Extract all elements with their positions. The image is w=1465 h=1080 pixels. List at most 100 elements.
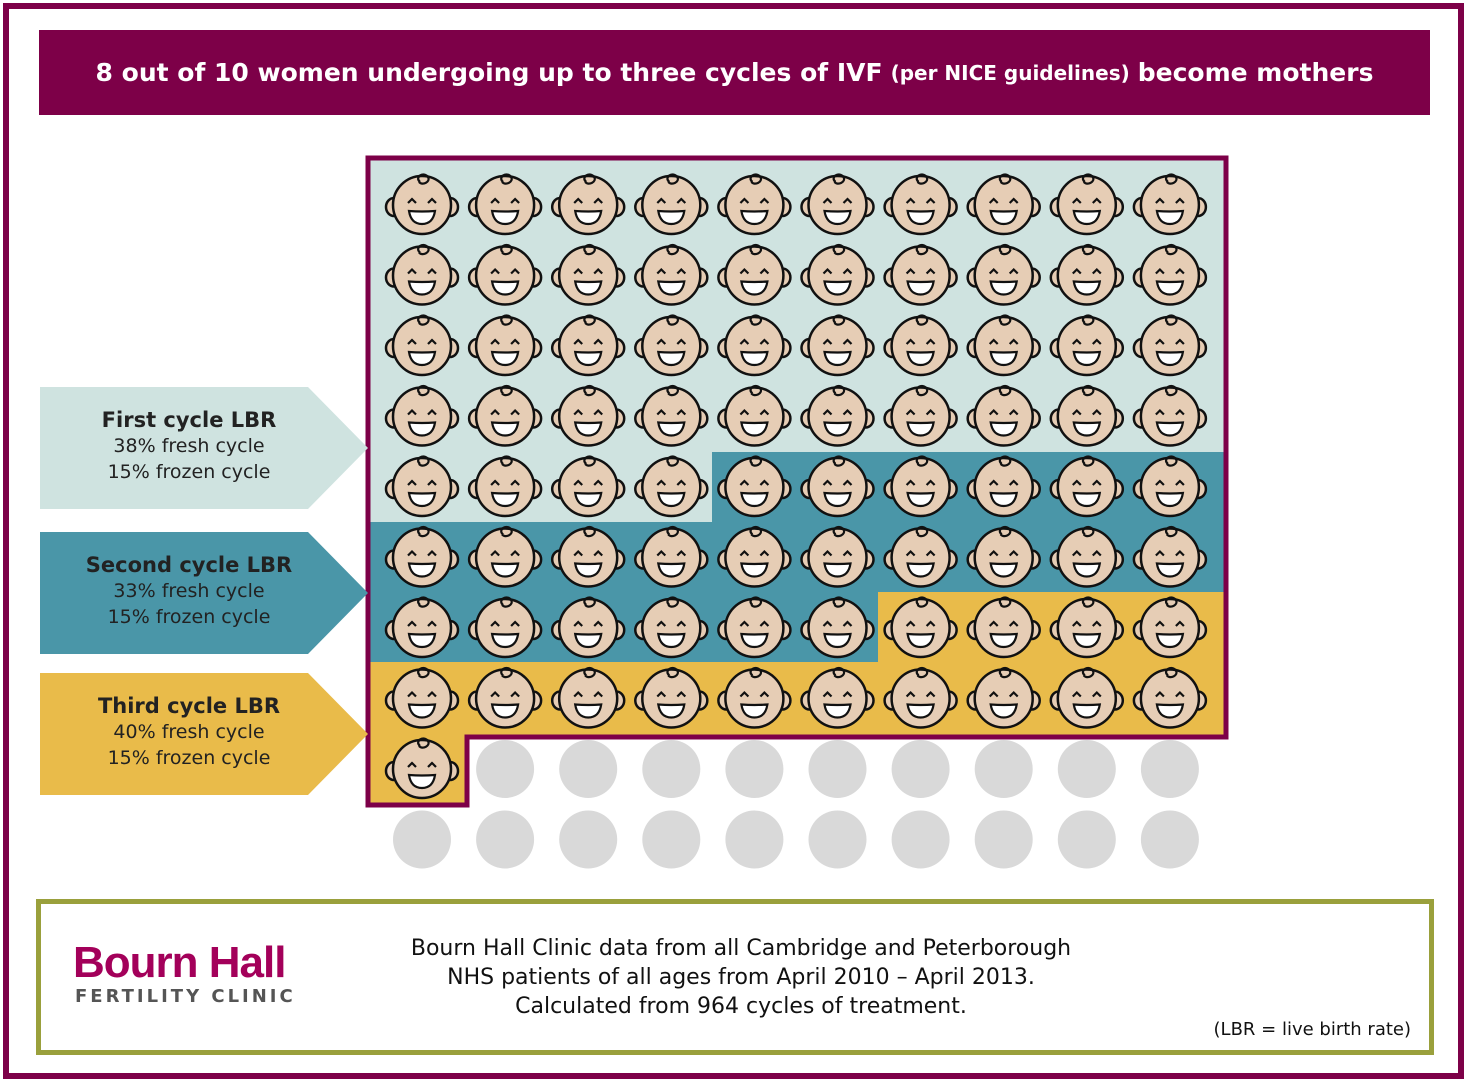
baby-face-icon-third-cycle: [384, 737, 460, 800]
baby-face-icon-second-cycle: [800, 525, 875, 588]
baby-face-icon-first-cycle: [634, 243, 709, 306]
baby-face-icon-second-cycle: [717, 525, 792, 588]
legend-third-cycle: Third cycle LBR 40% fresh cycle 15% frozen…: [40, 673, 368, 795]
baby-face-icon-third-cycle: [800, 666, 875, 729]
legend-frozen: 15% frozen cycle: [107, 747, 271, 769]
baby-face-icon-first-cycle: [800, 384, 875, 447]
baby-face-icon-first-cycle: [883, 243, 958, 306]
empty-circle-icon: [891, 810, 950, 869]
outer-frame: [3, 3, 1464, 1079]
baby-face-icon-first-cycle: [800, 173, 875, 236]
source-note: Bourn Hall Clinic data from all Cambridg…: [391, 934, 1091, 1021]
baby-face-icon-first-cycle: [717, 173, 792, 236]
empty-circle-icon: [974, 810, 1033, 869]
legend-second-cycle: Second cycle LBR 33% fresh cycle 15% froze…: [40, 532, 368, 654]
baby-face-icon-first-cycle: [966, 243, 1041, 306]
baby-face-icon-first-cycle: [1049, 243, 1125, 306]
note-line: Bourn Hall Clinic data from all Cambridg…: [410, 936, 1072, 961]
baby-face-icon-first-cycle: [883, 384, 958, 447]
baby-face-icon-second-cycle: [883, 525, 958, 588]
baby-face-icon-first-cycle: [1132, 384, 1208, 447]
title-banner: 8 out of 10 women undergoing up to three…: [39, 30, 1430, 115]
baby-face-icon-second-cycle: [1049, 525, 1125, 588]
baby-face-icon-second-cycle: [717, 455, 792, 518]
empty-circle-icon: [974, 740, 1033, 798]
title-text: 8 out of 10 women undergoing up to three…: [95, 58, 883, 87]
empty-circle-icon: [891, 740, 950, 798]
baby-face-icon-first-cycle: [384, 314, 460, 377]
empty-circle-icon: [1140, 740, 1199, 798]
baby-face-icon-first-cycle: [550, 173, 626, 236]
baby-face-icon-first-cycle: [467, 243, 543, 306]
note-line: NHS patients of all ages from April 2010…: [447, 965, 1035, 990]
baby-face-icon-second-cycle: [634, 525, 709, 588]
title-text-end: become mothers: [1137, 58, 1374, 87]
baby-face-icon-third-cycle: [467, 666, 543, 729]
baby-face-icon-first-cycle: [384, 243, 460, 306]
baby-face-icon-first-cycle: [1049, 384, 1125, 447]
baby-face-icon-first-cycle: [634, 314, 709, 377]
empty-circle-icon: [559, 810, 618, 869]
legend-fresh: 40% fresh cycle: [113, 721, 265, 743]
baby-face-icon-second-cycle: [800, 596, 875, 659]
empty-circle-icon: [476, 740, 535, 798]
baby-face-icon-first-cycle: [550, 243, 626, 306]
baby-face-icon-first-cycle: [883, 173, 958, 236]
baby-face-icon-third-cycle: [634, 666, 709, 729]
empty-circle-icon: [725, 810, 784, 869]
empty-circle-icon: [1140, 810, 1199, 869]
empty-circle-icon: [1057, 740, 1116, 798]
baby-face-icon-second-cycle: [467, 596, 543, 659]
baby-face-icon-first-cycle: [717, 384, 792, 447]
baby-face-icon-second-cycle: [550, 596, 626, 659]
baby-face-icon-third-cycle: [883, 666, 958, 729]
note-line: Calculated from 964 cycles of treatment.: [515, 994, 967, 1019]
baby-face-icon-third-cycle: [384, 666, 460, 729]
baby-face-icon-second-cycle: [717, 596, 792, 659]
baby-face-icon-first-cycle: [1132, 314, 1208, 377]
empty-circle-icon: [1057, 810, 1116, 869]
baby-face-icon-second-cycle: [1132, 525, 1208, 588]
baby-face-icon-first-cycle: [634, 384, 709, 447]
empty-circle-icon: [393, 810, 451, 869]
baby-face-icon-first-cycle: [634, 173, 709, 236]
baby-face-icon-first-cycle: [550, 384, 626, 447]
baby-face-icon-first-cycle: [384, 384, 460, 447]
baby-face-icon-third-cycle: [1049, 596, 1125, 659]
baby-face-icon-second-cycle: [634, 596, 709, 659]
baby-face-icon-second-cycle: [384, 596, 460, 659]
legend-first-cycle: First cycle LBR 38% fresh cycle 15% frozen…: [40, 387, 368, 509]
baby-face-icon-third-cycle: [1049, 666, 1125, 729]
legend-heading: First cycle LBR: [101, 408, 277, 432]
baby-face-icon-first-cycle: [634, 455, 709, 518]
baby-face-icon-first-cycle: [1132, 243, 1208, 306]
baby-face-icon-third-cycle: [966, 596, 1041, 659]
baby-face-icon-first-cycle: [717, 314, 792, 377]
baby-face-icon-third-cycle: [717, 666, 792, 729]
empty-circle-icon: [559, 740, 618, 798]
baby-face-icon-third-cycle: [1132, 596, 1208, 659]
empty-circle-icon: [476, 810, 535, 869]
legend-frozen: 15% frozen cycle: [107, 461, 271, 483]
baby-face-icon-second-cycle: [550, 525, 626, 588]
baby-face-icon-first-cycle: [1049, 314, 1125, 377]
baby-face-icon-second-cycle: [966, 525, 1041, 588]
baby-face-icon-second-cycle: [1049, 455, 1125, 518]
baby-face-icon-third-cycle: [550, 666, 626, 729]
baby-face-icon-third-cycle: [883, 596, 958, 659]
lbr-note: (LBR = live birth rate): [1213, 1019, 1411, 1040]
baby-face-icon-first-cycle: [966, 384, 1041, 447]
footer-box: Bourn Hall FERTILITY CLINIC Bourn Hall C…: [36, 899, 1434, 1055]
baby-face-icon-first-cycle: [800, 314, 875, 377]
legend-heading: Second cycle LBR: [85, 553, 293, 577]
baby-face-icon-second-cycle: [467, 525, 543, 588]
empty-circle-icon: [725, 740, 784, 798]
baby-face-icon-first-cycle: [467, 314, 543, 377]
legend-fresh: 38% fresh cycle: [113, 435, 265, 457]
baby-face-icon-first-cycle: [800, 243, 875, 306]
baby-face-icon-first-cycle: [550, 455, 626, 518]
baby-face-icon-third-cycle: [1132, 666, 1208, 729]
baby-face-icon-second-cycle: [800, 455, 875, 518]
baby-face-icon-second-cycle: [966, 455, 1041, 518]
baby-face-icon-first-cycle: [467, 455, 543, 518]
